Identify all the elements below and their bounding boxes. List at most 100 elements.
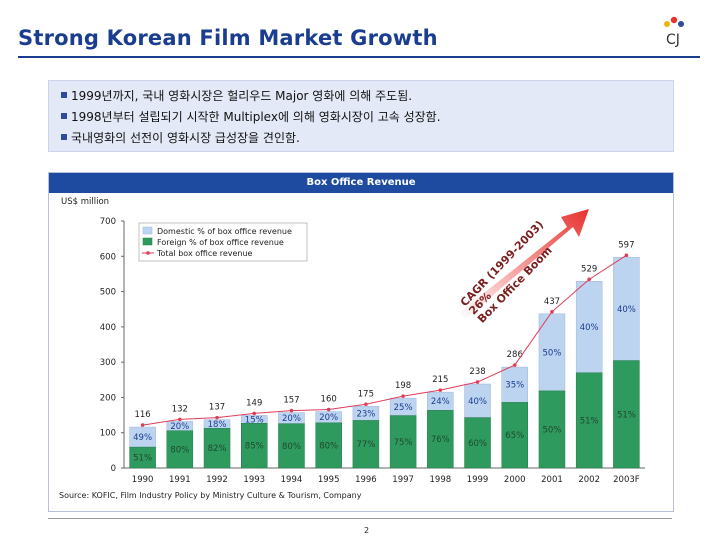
total-value-label: 286 (507, 350, 523, 360)
x-tick-label: 1991 (169, 475, 191, 485)
domestic-bar (613, 360, 640, 469)
x-tick-label: 1999 (467, 475, 489, 485)
total-value-label: 175 (358, 389, 374, 399)
domestic-bar (389, 415, 417, 469)
foreign-bar (575, 281, 603, 374)
y-tick-label: 500 (100, 288, 116, 298)
foreign-pct-label: 40% (617, 305, 636, 315)
total-revenue-point (140, 423, 145, 427)
bullet-1: 1999년까지, 국내 영화시장은 헐리우드 Major 영화에 의해 주도됨. (61, 87, 412, 104)
legend-label-foreign: Foreign % of box office revenue (157, 238, 284, 247)
y-tick-label: 100 (100, 429, 116, 439)
domestic-bar (352, 420, 380, 469)
x-tick-label: 2002 (578, 475, 600, 485)
bottom-rule (48, 518, 672, 519)
domestic-bar (315, 422, 342, 469)
svg-text:CJ: CJ (666, 32, 680, 48)
domestic-pct-label: 80% (319, 441, 338, 451)
total-value-label: 215 (432, 375, 448, 385)
domestic-pct-label: 85% (245, 442, 264, 452)
foreign-pct-label: 25% (394, 403, 413, 413)
x-tick-label: 1997 (392, 475, 414, 485)
domestic-pct-label: 77% (356, 440, 375, 450)
bullet-box: 1999년까지, 국내 영화시장은 헐리우드 Major 영화에 의해 주도됨.… (48, 80, 674, 152)
total-value-label: 116 (134, 410, 150, 420)
total-revenue-point (624, 253, 629, 258)
domestic-bar (501, 402, 528, 469)
legend-swatch-foreign (142, 237, 153, 246)
domestic-pct-label: 50% (543, 425, 562, 435)
total-value-label: 597 (618, 240, 634, 250)
bullet-text-1: 1999년까지, 국내 영화시장은 헐리우드 Major 영화에 의해 주도됨. (71, 89, 413, 103)
legend-label-domestic: Domestic % of box office revenue (157, 227, 292, 236)
domestic-pct-label: 76% (431, 435, 450, 445)
domestic-pct-label: 51% (133, 454, 152, 464)
domestic-bar (278, 423, 305, 469)
x-tick-label: 1998 (430, 475, 452, 485)
total-value-label: 198 (395, 381, 411, 391)
x-tick-label: 1992 (206, 475, 228, 485)
foreign-pct-label: 15% (245, 415, 264, 425)
total-value-label: 160 (321, 395, 337, 405)
foreign-pct-label: 18% (208, 420, 227, 430)
chart-title: Box Office Revenue (49, 173, 673, 193)
legend-swatch-total-point (146, 251, 150, 255)
domestic-bar (129, 446, 156, 469)
foreign-bar (501, 366, 528, 403)
y-tick-label: 400 (100, 323, 116, 333)
x-tick-label: 1995 (318, 475, 340, 485)
total-value-label: 238 (469, 367, 485, 377)
foreign-pct-label: 23% (356, 409, 375, 419)
total-revenue-point (326, 407, 331, 412)
domestic-bar (538, 390, 566, 469)
total-revenue-point (512, 363, 517, 367)
total-revenue-point (252, 411, 257, 416)
x-tick-label: 2001 (541, 475, 563, 485)
total-revenue-point (178, 417, 182, 422)
y-tick-label: 200 (100, 393, 116, 403)
page-number: 2 (364, 526, 370, 535)
legend-label-total: Total box office revenue (156, 249, 253, 258)
growth-arrow (459, 209, 589, 319)
domestic-pct-label: 60% (468, 439, 487, 449)
x-tick-label: 1996 (355, 475, 377, 485)
x-tick-label: 2003F (613, 475, 640, 485)
foreign-pct-label: 20% (319, 413, 338, 423)
total-value-label: 132 (172, 404, 188, 414)
legend-box (138, 222, 308, 262)
y-tick-label: 600 (100, 252, 116, 262)
y-tick-label: 0 (111, 464, 116, 474)
domestic-pct-label: 51% (580, 416, 599, 426)
total-revenue-point (587, 277, 591, 282)
foreign-pct-label: 20% (170, 422, 189, 432)
bullet-2: 1998년부터 설립되기 시작한 Multiplex에 의해 영화시장이 고속 … (61, 108, 441, 125)
x-tick-label: 2000 (504, 475, 526, 485)
cj-logo: CJ (664, 16, 684, 48)
box-office-chart: 0 100 200 300 400 500 600 700 49% 51% 116 1990 20% 80… (100, 209, 645, 485)
domestic-pct-label: 65% (505, 431, 524, 441)
y-axis-label: US$ million (61, 197, 110, 207)
domestic-bar (427, 410, 454, 469)
foreign-pct-label: 35% (505, 381, 524, 391)
x-tick-label: 1990 (132, 475, 154, 485)
foreign-pct-label: 40% (580, 323, 599, 333)
x-tick-label: 1994 (281, 475, 303, 485)
domestic-bar (464, 417, 491, 469)
total-revenue-point (364, 402, 368, 407)
foreign-pct-label: 50% (543, 348, 562, 358)
y-tick-label: 700 (100, 217, 116, 227)
x-tick-label: 1993 (243, 475, 265, 485)
total-revenue-point (550, 310, 554, 314)
domestic-bar (575, 372, 603, 469)
foreign-bar (613, 257, 640, 361)
total-revenue-point (215, 415, 219, 420)
foreign-pct-label: 20% (282, 414, 301, 424)
domestic-pct-label: 80% (170, 445, 189, 455)
page-title: Strong Korean Film Market Growth (18, 26, 438, 50)
total-value-label: 437 (544, 297, 560, 307)
bullet-text-3: 국내영화의 선전이 영화시장 급성장을 견인함. (71, 131, 300, 145)
total-revenue-point (475, 380, 480, 384)
domestic-bar (203, 428, 231, 469)
foreign-pct-label: 40% (468, 397, 487, 407)
domestic-bar (166, 430, 194, 469)
